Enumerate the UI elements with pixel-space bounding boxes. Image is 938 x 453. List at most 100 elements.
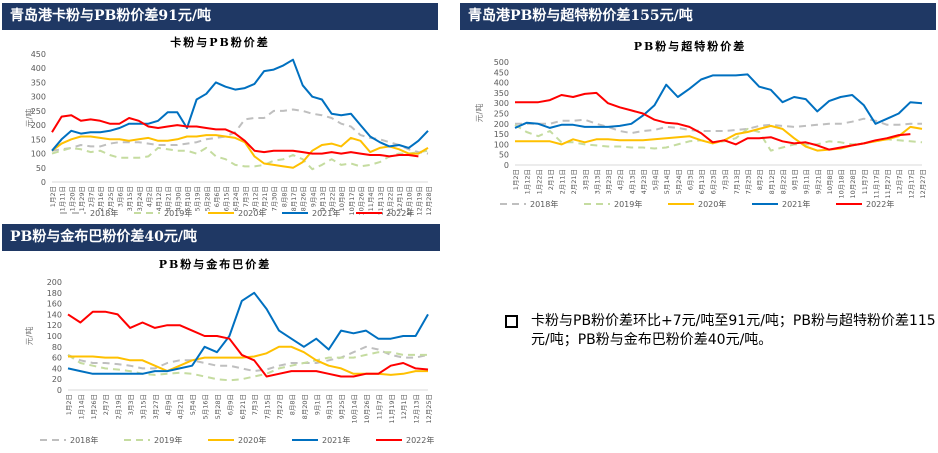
legend-label: 2018年 xyxy=(90,208,118,218)
y-tick-label: 120 xyxy=(47,321,62,330)
x-tick-label: 5月16日 xyxy=(202,394,210,419)
legend-label: 2018年 xyxy=(70,435,98,445)
y-tick-label: 40 xyxy=(52,364,62,373)
y-tick-label: 450 xyxy=(31,50,46,59)
x-tick-label: 6月13日 xyxy=(698,169,706,194)
x-tick-label: 11月27日 xyxy=(884,169,892,199)
x-tick-label: 5月19日 xyxy=(194,186,202,211)
y-tick-label: 400 xyxy=(31,64,46,73)
x-tick-label: 1月26日 xyxy=(90,394,98,419)
series-line-2019 xyxy=(514,123,923,152)
x-tick-label: 10月17日 xyxy=(348,186,356,216)
x-tick-label: 9月4日 xyxy=(309,186,317,207)
x-tick-label: 4月21日 xyxy=(177,394,185,419)
legend-label: 2020年 xyxy=(238,435,266,445)
x-tick-label: 5月28日 xyxy=(203,186,211,211)
series-line-2020 xyxy=(515,124,923,152)
x-tick-label: 8月20日 xyxy=(301,394,309,419)
x-tick-label: 5月4日 xyxy=(189,394,197,415)
x-tick-label: 9月11日 xyxy=(803,169,811,194)
x-tick-label: 7月15日 xyxy=(264,394,272,419)
x-tick-label: 2月19日 xyxy=(115,394,123,419)
y-tick-label: 200 xyxy=(47,278,62,287)
x-tick-label: 5月28日 xyxy=(214,394,222,419)
y-tick-label: 60 xyxy=(52,354,62,363)
y-tick-label: 50 xyxy=(36,164,46,173)
x-tick-label: 4月30日 xyxy=(174,186,182,211)
y-tick-label: 0 xyxy=(504,161,509,170)
y-tick-label: 200 xyxy=(31,121,46,130)
legend-label: 2022年 xyxy=(386,208,414,218)
bullet-square-icon xyxy=(505,315,518,328)
chart-title: PB粉与超特粉价差 xyxy=(634,39,747,53)
series-line-2022 xyxy=(515,91,911,151)
x-tick-label: 11月19日 xyxy=(388,394,396,424)
series-line-2019 xyxy=(67,351,428,382)
x-tick-label: 12月28日 xyxy=(425,186,433,216)
x-tick-label: 6月6日 xyxy=(213,186,221,207)
x-tick-label: 8月17日 xyxy=(290,186,298,211)
legend-label: 2020年 xyxy=(698,199,726,209)
series-line-2021 xyxy=(514,73,923,129)
legend-label: 2022年 xyxy=(406,435,434,445)
x-tick-label: 8月8日 xyxy=(280,186,288,207)
y-tick-label: 500 xyxy=(494,58,509,67)
x-tick-label: 7月21日 xyxy=(261,186,269,211)
y-tick-label: 300 xyxy=(494,99,509,108)
x-tick-label: 9月1日 xyxy=(791,169,799,190)
x-tick-label: 3月24日 xyxy=(136,186,144,211)
legend-label: 2019年 xyxy=(614,199,642,209)
y-tick-label: 140 xyxy=(47,310,62,319)
x-tick-label: 11月7日 xyxy=(861,169,869,194)
x-tick-label: 7月23日 xyxy=(745,169,753,194)
x-tick-label: 5月14日 xyxy=(663,169,671,194)
x-tick-label: 4月13日 xyxy=(628,169,636,194)
y-tick-label: 0 xyxy=(57,386,62,395)
y-tick-label: 100 xyxy=(47,332,62,341)
x-tick-label: 9月13日 xyxy=(326,394,334,419)
x-tick-label: 11月22日 xyxy=(386,186,394,216)
x-tick-label: 4月23日 xyxy=(640,169,648,194)
x-tick-label: 3月13日 xyxy=(593,169,601,194)
x-tick-label: 12月1日 xyxy=(396,186,404,211)
series-line-2021 xyxy=(51,58,429,152)
x-tick-label: 10月14日 xyxy=(351,394,359,424)
legend-label: 2019年 xyxy=(154,435,182,445)
y-tick-label: 100 xyxy=(31,150,46,159)
x-tick-label: 4月2日 xyxy=(145,186,153,207)
x-tick-label: 1月2日 xyxy=(65,394,73,415)
x-tick-label: 2月7日 xyxy=(102,394,110,415)
series-line-2022 xyxy=(51,114,419,158)
x-tick-label: 12月1日 xyxy=(400,394,408,419)
series-line-2022 xyxy=(67,310,429,378)
x-tick-label: 8月12日 xyxy=(768,169,776,194)
x-tick-label: 11月7日 xyxy=(375,394,383,419)
x-tick-label: 8月8日 xyxy=(288,394,296,415)
header-chart-2: 青岛港PB粉与超特粉价差155元/吨 xyxy=(460,3,936,30)
x-tick-label: 1月22日 xyxy=(535,169,543,194)
x-tick-label: 6月24日 xyxy=(232,186,240,211)
x-tick-label: 9月22日 xyxy=(329,186,337,211)
x-tick-label: 6月21日 xyxy=(239,394,247,419)
x-tick-label: 12月7日 xyxy=(896,169,904,194)
summary-bullet: 卡粉与PB粉价差环比+7元/吨至91元/吨；PB粉与超特粉价差115元/吨；PB… xyxy=(505,312,938,350)
x-tick-label: 1月29日 xyxy=(78,186,86,211)
legend-label: 2021年 xyxy=(782,199,810,209)
summary-text: 卡粉与PB粉价差环比+7元/吨至91元/吨；PB粉与超特粉价差115元/吨；PB… xyxy=(531,313,936,348)
y-tick-label: 150 xyxy=(494,130,509,139)
y-tick-label: 250 xyxy=(494,110,509,119)
x-tick-label: 8月22日 xyxy=(779,169,787,194)
chart-title: 卡粉与PB粉价差 xyxy=(170,35,270,49)
x-tick-label: 3月27日 xyxy=(152,394,160,419)
x-tick-label: 5月24日 xyxy=(675,169,683,194)
x-tick-label: 12月17日 xyxy=(907,169,915,199)
x-tick-label: 9月1日 xyxy=(313,394,321,415)
x-tick-label: 6月3日 xyxy=(686,169,694,190)
x-tick-label: 9月21日 xyxy=(814,169,822,194)
y-tick-label: 400 xyxy=(494,79,509,88)
header-chart-3: PB粉与金布巴粉价差40元/吨 xyxy=(2,224,440,251)
y-tick-label: 200 xyxy=(494,120,509,129)
x-tick-label: 10月26日 xyxy=(358,186,366,216)
x-tick-label: 3月3日 xyxy=(127,394,135,415)
x-tick-label: 9月13日 xyxy=(319,186,327,211)
